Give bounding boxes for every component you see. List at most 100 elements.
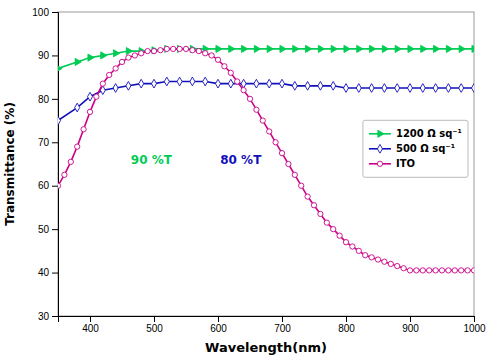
data-point bbox=[280, 45, 286, 52]
legend-label: 1200 Ω sq⁻¹ bbox=[396, 128, 462, 139]
y-axis: 30405060708090100 bbox=[32, 7, 58, 322]
data-point bbox=[177, 46, 182, 51]
y-tick: 40 bbox=[38, 267, 58, 278]
data-point bbox=[216, 45, 222, 52]
data-point bbox=[158, 48, 163, 53]
data-point bbox=[242, 45, 248, 52]
data-point bbox=[119, 59, 124, 64]
data-point bbox=[471, 268, 474, 273]
data-point bbox=[407, 268, 412, 273]
annotation: 80 %T bbox=[220, 153, 262, 167]
data-point bbox=[293, 45, 299, 52]
data-point bbox=[292, 81, 297, 90]
data-point bbox=[369, 255, 374, 260]
y-tick-mark bbox=[52, 316, 58, 317]
data-point bbox=[190, 77, 195, 86]
y-tick: 80 bbox=[38, 94, 58, 105]
data-point bbox=[446, 84, 451, 93]
x-tick-mark bbox=[346, 316, 347, 322]
data-point bbox=[452, 268, 457, 273]
data-point bbox=[209, 53, 214, 58]
data-point bbox=[126, 81, 131, 90]
data-point bbox=[382, 259, 387, 264]
data-point bbox=[324, 220, 329, 225]
data-point bbox=[254, 79, 259, 88]
x-axis-line bbox=[59, 317, 475, 323]
x-axis: 4005006007008009001000 bbox=[59, 316, 487, 334]
data-point bbox=[126, 55, 131, 60]
data-point bbox=[113, 66, 118, 71]
data-point bbox=[388, 261, 393, 266]
data-point bbox=[132, 53, 137, 58]
x-tick-mark bbox=[282, 316, 283, 322]
data-point bbox=[433, 84, 438, 93]
data-point bbox=[87, 92, 92, 101]
x-tick-label: 700 bbox=[274, 323, 291, 334]
data-point bbox=[356, 248, 361, 253]
data-point bbox=[75, 58, 81, 65]
data-point bbox=[164, 46, 169, 51]
series bbox=[58, 46, 474, 273]
data-point bbox=[407, 84, 412, 93]
data-point bbox=[471, 84, 474, 93]
data-point bbox=[434, 45, 440, 52]
data-point bbox=[370, 45, 376, 52]
y-tick: 30 bbox=[38, 311, 58, 322]
data-point bbox=[254, 45, 260, 52]
x-tick: 800 bbox=[338, 316, 355, 334]
data-point bbox=[337, 233, 342, 238]
data-point bbox=[58, 183, 61, 188]
data-point bbox=[305, 194, 310, 199]
data-point bbox=[420, 268, 425, 273]
data-point bbox=[100, 81, 105, 86]
data-point bbox=[356, 84, 361, 93]
x-tick: 700 bbox=[274, 316, 291, 334]
legend-box bbox=[363, 120, 468, 177]
data-point bbox=[401, 266, 406, 271]
y-tick: 70 bbox=[38, 137, 58, 148]
data-point bbox=[369, 84, 374, 93]
data-point bbox=[305, 81, 310, 90]
data-point bbox=[446, 268, 451, 273]
data-point bbox=[357, 45, 363, 52]
data-point bbox=[171, 46, 176, 51]
x-tick-mark bbox=[410, 316, 411, 322]
data-point bbox=[446, 45, 452, 52]
y-axis-line bbox=[52, 13, 59, 317]
data-point bbox=[465, 268, 470, 273]
data-point bbox=[101, 52, 107, 59]
legend-marker bbox=[378, 130, 384, 137]
data-point bbox=[151, 48, 156, 53]
series bbox=[58, 45, 474, 72]
x-tick: 900 bbox=[402, 316, 419, 334]
data-point bbox=[292, 172, 297, 177]
data-point bbox=[279, 150, 284, 155]
data-point bbox=[267, 79, 272, 88]
data-point bbox=[254, 107, 259, 112]
data-point bbox=[331, 81, 336, 90]
x-tick-mark bbox=[154, 316, 155, 322]
data-point bbox=[75, 144, 80, 149]
x-tick-label: 400 bbox=[82, 323, 99, 334]
y-tick: 100 bbox=[32, 7, 58, 18]
legend-item: 1200 Ω sq⁻¹ bbox=[369, 128, 462, 139]
plot-frame bbox=[58, 12, 474, 316]
data-point bbox=[62, 172, 67, 177]
y-tick-label: 50 bbox=[38, 224, 50, 235]
data-point bbox=[196, 48, 201, 53]
x-tick-label: 600 bbox=[210, 323, 227, 334]
series bbox=[58, 77, 474, 125]
legend-marker bbox=[377, 161, 382, 166]
legend-item: 500 Ω sq⁻¹ bbox=[369, 143, 455, 154]
data-point bbox=[139, 51, 144, 56]
data-point bbox=[164, 77, 169, 86]
x-tick: 600 bbox=[210, 316, 227, 334]
data-point bbox=[267, 45, 273, 52]
x-tick: 400 bbox=[82, 316, 99, 334]
data-point bbox=[286, 161, 291, 166]
data-point bbox=[382, 84, 387, 93]
y-tick-label: 100 bbox=[32, 7, 49, 18]
data-point bbox=[318, 45, 324, 52]
data-point bbox=[395, 45, 401, 52]
data-point bbox=[350, 244, 355, 249]
